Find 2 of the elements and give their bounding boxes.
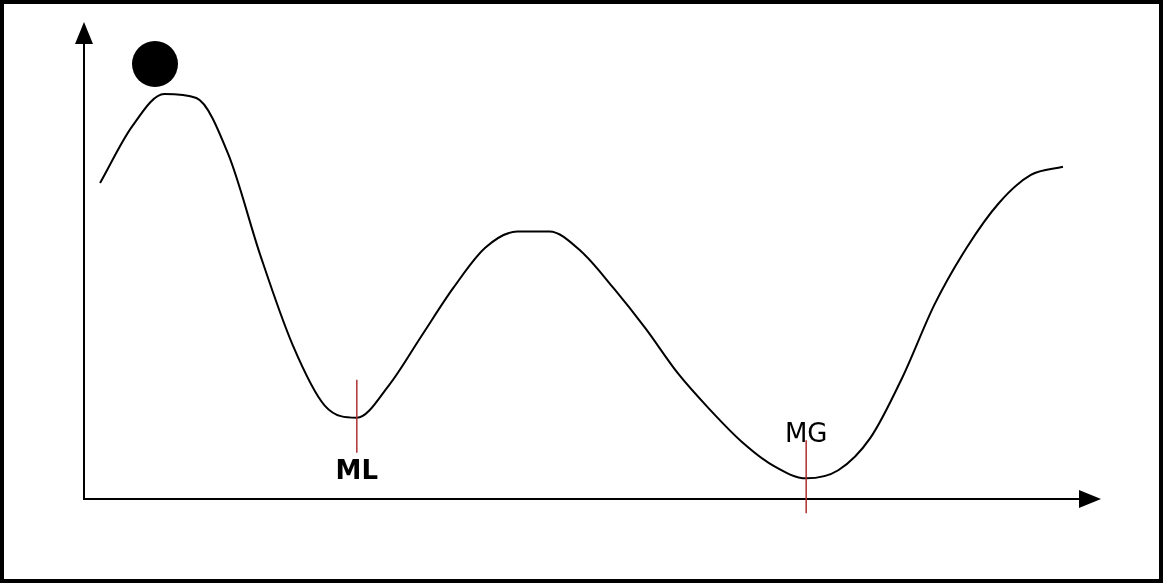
annotation: ML: [335, 455, 379, 486]
annotation: MG: [784, 418, 828, 449]
